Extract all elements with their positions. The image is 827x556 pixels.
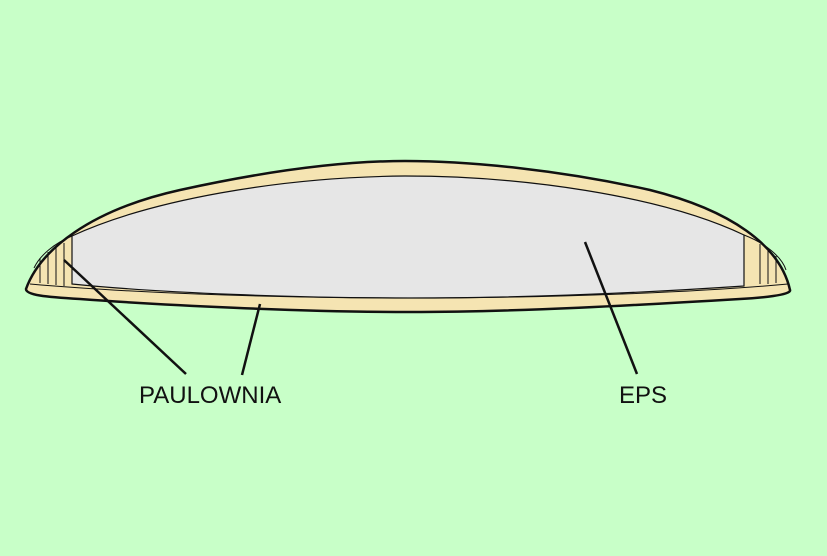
paulownia-leader-bottom — [240, 303, 262, 376]
eps-leader — [583, 241, 639, 375]
paulownia-leader-rail — [63, 259, 187, 375]
eps-label: EPS — [619, 382, 668, 409]
left-rail-grain — [39, 243, 65, 286]
right-rail-top-line — [743, 234, 787, 271]
right-rail-grain — [759, 244, 777, 284]
bottom-skin-line — [29, 283, 789, 299]
paulownia-label: PAULOWNIA — [139, 382, 282, 409]
left-rail-top-line — [33, 235, 73, 269]
